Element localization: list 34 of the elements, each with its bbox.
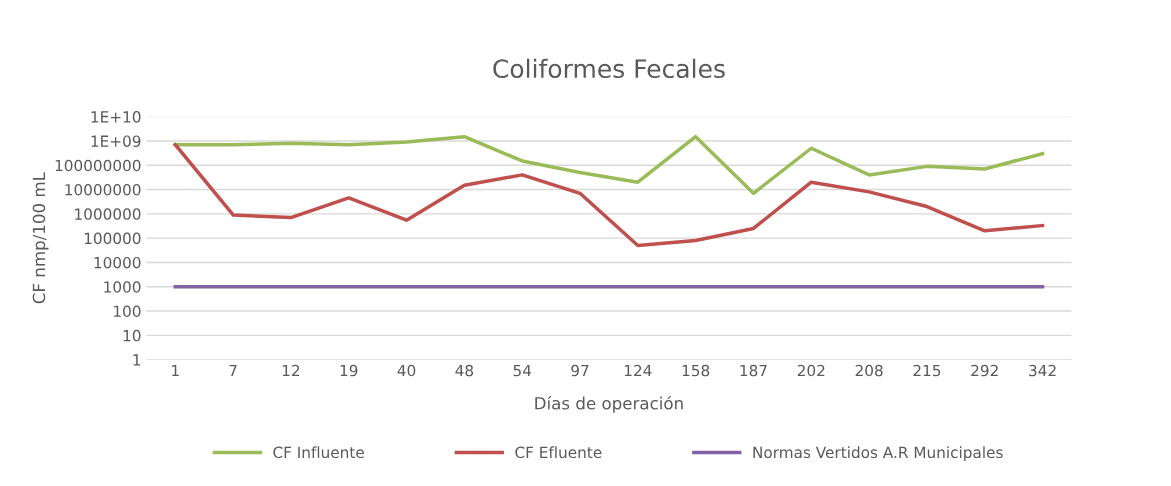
y-tick-label: 1000	[104, 281, 141, 293]
x-tick-label: 40	[397, 364, 416, 377]
y-tick-label: 1E+09	[91, 135, 141, 147]
x-tick-label: 54	[513, 364, 532, 377]
x-tick-label: 124	[624, 364, 652, 377]
x-axis-title: Días de operación	[535, 395, 683, 413]
legend-label: Normas Vertidos A.R Municipales	[753, 446, 1003, 462]
x-tick-label: 7	[229, 364, 237, 377]
y-tick-label: 10	[123, 329, 141, 342]
x-tick-label: 215	[913, 364, 941, 377]
y-tick-label: 1	[133, 354, 141, 366]
chart-title: Coliformes Fecales	[493, 58, 725, 79]
x-tick-label: 48	[455, 364, 474, 377]
legend-label: CF Efluente	[515, 446, 602, 459]
y-tick-label: 1000000	[75, 208, 141, 220]
x-tick-label: 187	[740, 364, 767, 377]
y-tick-label: 10000000	[65, 184, 141, 196]
y-axis-title: CF nmp/100 mL	[32, 172, 49, 304]
x-tick-label: 12	[282, 364, 300, 377]
y-tick-label: 10000	[94, 256, 141, 269]
x-tick-label: 342	[1029, 364, 1056, 377]
x-tick-label: 19	[340, 364, 358, 377]
x-tick-label: 202	[797, 364, 825, 377]
x-tick-label: 292	[971, 364, 998, 377]
legend-label: CF Influente	[273, 446, 364, 459]
x-tick-label: 97	[571, 364, 589, 377]
x-tick-label: 158	[682, 364, 710, 377]
y-tick-label: 100000	[84, 232, 141, 245]
x-tick-label: 208	[855, 364, 883, 377]
y-tick-label: 1E+10	[91, 111, 141, 123]
x-tick-label: 1	[172, 364, 179, 377]
y-tick-label: 100000000	[55, 159, 141, 172]
y-tick-label: 100	[114, 305, 141, 318]
line-series	[173, 142, 1045, 248]
